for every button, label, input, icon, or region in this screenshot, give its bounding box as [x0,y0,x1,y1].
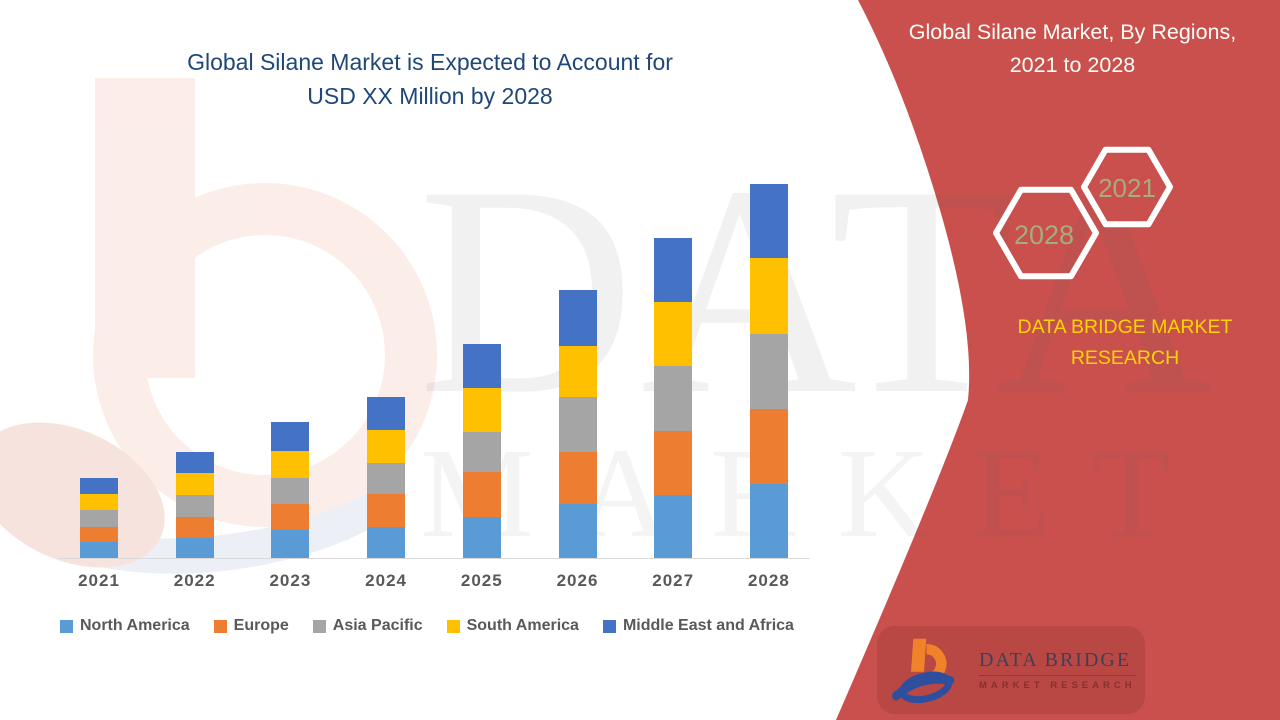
legend-item-asia-pacific: Asia Pacific [312,617,423,635]
bar-segment-middle-east-and-africa [462,344,501,388]
bar-2022 [175,452,214,558]
panel-brand-text: DATA BRIDGE MARKET RESEARCH [980,312,1270,374]
legend-item-north-america: North America [60,617,190,635]
legend-label: South America [466,617,579,634]
panel-title-line2: 2021 to 2028 [1009,53,1136,77]
bar-segment-south-america [558,346,597,397]
bar-2025 [462,344,501,558]
bar-segment-middle-east-and-africa [558,290,597,346]
chart-title: Global Silane Market is Expected to Acco… [100,45,760,113]
legend: North America Europe Asia Pacific South Ame… [60,617,794,635]
bar-segment-middle-east-and-africa [749,184,788,258]
bar-segment-asia-pacific [558,397,597,452]
bar-segment-south-america [749,258,788,334]
bar-segment-north-america [749,484,788,558]
logo-card: DATA BRIDGE MARKET RESEARCH [877,626,1145,714]
logo-text-block: DATA BRIDGE MARKET RESEARCH [979,649,1136,691]
x-axis-line [58,558,810,559]
bar-segment-north-america [175,538,214,558]
legend-item-south-america: South America [446,617,579,635]
x-axis-label: 2022 [173,571,216,590]
bar-2024 [367,397,406,558]
logo-brand-subtext: MARKET RESEARCH [979,680,1136,691]
hexagon-2028-label: 2028 [1013,220,1075,250]
legend-label: Europe [233,617,289,634]
legend-label: Asia Pacific [332,617,423,634]
x-axis-label: 2024 [365,571,407,590]
bar-segment-europe [175,517,214,538]
bar-segment-middle-east-and-africa [654,238,693,302]
bar-segment-europe [749,409,788,484]
bar-2023 [271,422,310,558]
bar-segment-south-america [271,451,310,478]
legend-label: Middle East and Africa [622,617,794,634]
bar-segment-south-america [80,494,118,510]
plot-area [58,160,810,559]
x-axis-label: 2028 [747,571,790,590]
bar-segment-asia-pacific [749,334,788,409]
legend-item-middle-east-and-africa: Middle East and Africa [602,617,794,635]
bar-segment-middle-east-and-africa [80,478,118,494]
bar-segment-asia-pacific [175,495,214,517]
bar-segment-middle-east-and-africa [367,397,406,430]
x-axis-label: 2027 [652,571,695,590]
chart-title-line1: Global Silane Market is Expected to Acco… [187,49,673,75]
bar-2021 [80,478,118,558]
legend-swatch [446,619,460,633]
logo-brand-name: DATA BRIDGE [979,649,1136,676]
hexagon-2021-label: 2021 [1098,173,1156,203]
bar-2027 [654,238,693,558]
bar-segment-north-america [558,504,597,558]
bar-segment-europe [271,504,310,530]
bar-segment-north-america [271,530,310,558]
bar-segment-europe [462,472,501,517]
bar-segment-north-america [80,542,118,558]
bar-segment-europe [558,452,597,504]
bar-segment-asia-pacific [271,478,310,504]
bar-segment-asia-pacific [80,510,118,527]
panel-brand-line2: RESEARCH [1070,347,1180,369]
legend-swatch [213,619,227,633]
legend-item-europe: Europe [213,617,289,635]
bar-segment-asia-pacific [462,432,501,472]
legend-swatch [60,619,73,633]
bar-segment-middle-east-and-africa [175,452,214,473]
x-axis-label: 2026 [556,571,599,590]
x-axis-label: 2023 [269,571,312,590]
bar-segment-north-america [462,517,501,558]
bar-segment-south-america [175,473,214,495]
bar-segment-europe [654,431,693,495]
panel-title-line1: Global Silane Market, By Regions, [908,20,1237,44]
legend-swatch [312,619,326,633]
bar-segment-asia-pacific [654,366,693,431]
bar-segment-south-america [462,388,501,432]
chart-title-line2: USD XX Million by 2028 [307,83,553,109]
bar-2026 [558,290,597,558]
panel-brand-line1: DATA BRIDGE MARKET [1017,316,1233,338]
bar-segment-north-america [654,495,693,558]
bar-segment-europe [80,527,118,542]
bar-segment-north-america [367,527,406,558]
panel-title: Global Silane Market, By Regions, 2021 t… [880,16,1265,82]
bar-segment-asia-pacific [367,463,406,494]
x-axis-label: 2021 [78,571,120,590]
data-bridge-logo-icon [891,638,955,704]
x-axis-labels: 2021 2022 2023 2024 2025 2026 2027 2028 [58,571,810,597]
bar-segment-europe [367,494,406,527]
x-axis-label: 2025 [460,571,503,590]
bar-segment-south-america [367,430,406,463]
bar-segment-south-america [654,302,693,366]
bar-segment-middle-east-and-africa [271,422,310,451]
legend-label: North America [80,617,190,634]
legend-swatch [602,619,616,633]
bar-2028 [749,184,788,558]
